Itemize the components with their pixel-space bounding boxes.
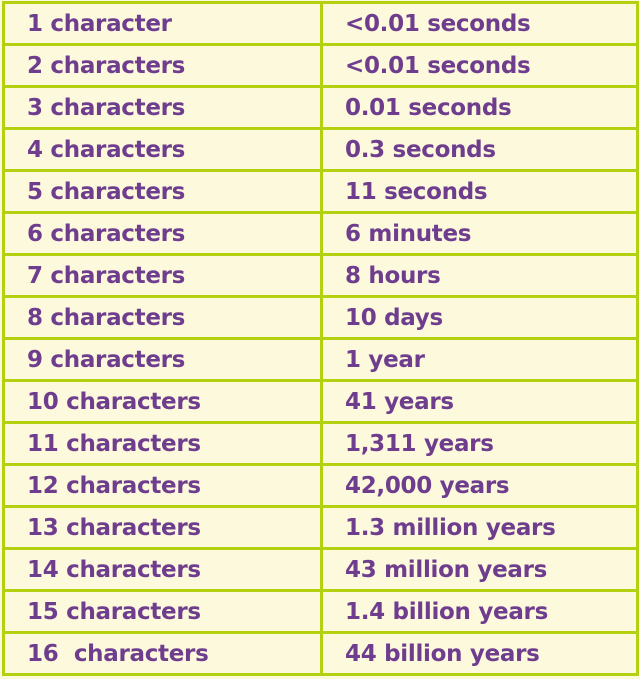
crack-time-cell: 44 billion years <box>320 631 639 676</box>
crack-time-cell: 41 years <box>320 379 639 424</box>
table-row: 15 characters 1.4 billion years <box>2 589 639 634</box>
crack-time-cell: 6 minutes <box>320 211 639 256</box>
password-length-cell: 9 characters <box>2 337 323 382</box>
crack-time-cell: <0.01 seconds <box>320 43 639 88</box>
table-row: 7 characters 8 hours <box>2 253 639 298</box>
crack-time-cell: 43 million years <box>320 547 639 592</box>
password-length-cell: 3 characters <box>2 85 323 130</box>
table-row: 2 characters <0.01 seconds <box>2 43 639 88</box>
password-length-cell: 4 characters <box>2 127 323 172</box>
table-row: 12 characters 42,000 years <box>2 463 639 508</box>
password-length-cell: 11 characters <box>2 421 323 466</box>
password-length-cell: 16 characters <box>2 631 323 676</box>
table-row: 10 characters 41 years <box>2 379 639 424</box>
password-length-cell: 13 characters <box>2 505 323 550</box>
crack-time-cell: 1 year <box>320 337 639 382</box>
password-length-cell: 2 characters <box>2 43 323 88</box>
password-length-cell: 15 characters <box>2 589 323 634</box>
crack-time-cell: <0.01 seconds <box>320 1 639 46</box>
crack-time-cell: 1.3 million years <box>320 505 639 550</box>
password-length-cell: 7 characters <box>2 253 323 298</box>
table-row: 6 characters 6 minutes <box>2 211 639 256</box>
table-row: 11 characters 1,311 years <box>2 421 639 466</box>
password-length-cell: 14 characters <box>2 547 323 592</box>
crack-time-cell: 0.01 seconds <box>320 85 639 130</box>
table-row: 14 characters 43 million years <box>2 547 639 592</box>
password-length-cell: 10 characters <box>2 379 323 424</box>
crack-time-cell: 0.3 seconds <box>320 127 639 172</box>
table-row: 13 characters 1.3 million years <box>2 505 639 550</box>
crack-time-cell: 10 days <box>320 295 639 340</box>
password-length-cell: 12 characters <box>2 463 323 508</box>
table-row: 16 characters 44 billion years <box>2 631 639 676</box>
table-row: 3 characters 0.01 seconds <box>2 85 639 130</box>
table-row: 5 characters 11 seconds <box>2 169 639 214</box>
crack-time-cell: 1,311 years <box>320 421 639 466</box>
table-row: 4 characters 0.3 seconds <box>2 127 639 172</box>
password-length-cell: 1 character <box>2 1 323 46</box>
password-length-cell: 8 characters <box>2 295 323 340</box>
table-row: 9 characters 1 year <box>2 337 639 382</box>
crack-time-cell: 8 hours <box>320 253 639 298</box>
password-length-cell: 6 characters <box>2 211 323 256</box>
crack-time-cell: 42,000 years <box>320 463 639 508</box>
table-row: 8 characters 10 days <box>2 295 639 340</box>
table-row: 1 character <0.01 seconds <box>2 1 639 46</box>
crack-time-cell: 1.4 billion years <box>320 589 639 634</box>
password-length-cell: 5 characters <box>2 169 323 214</box>
crack-time-cell: 11 seconds <box>320 169 639 214</box>
